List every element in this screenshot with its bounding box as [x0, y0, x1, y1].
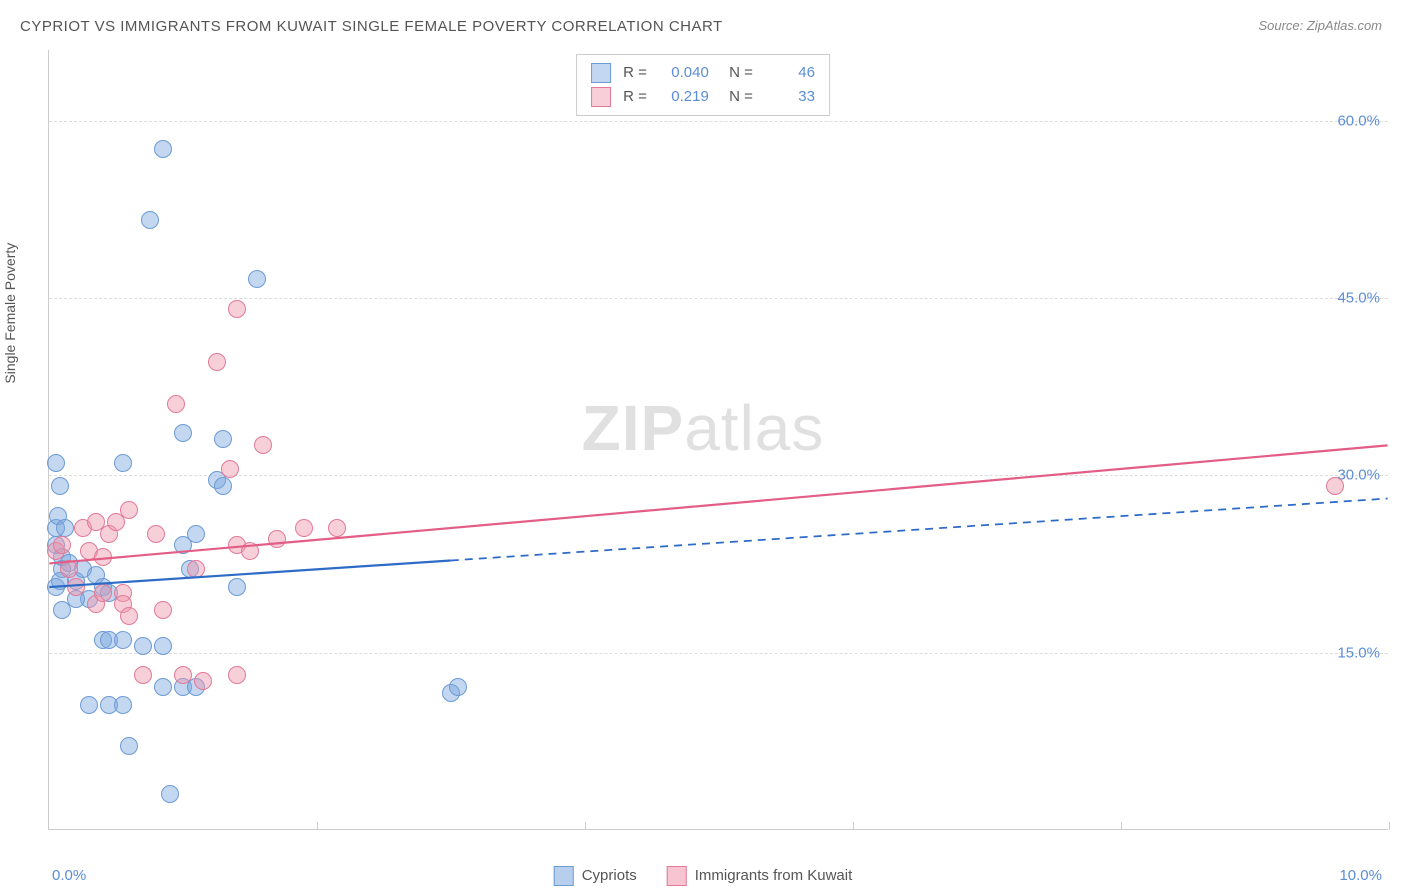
scatter-point: [120, 607, 138, 625]
y-tick-label: 60.0%: [1337, 112, 1380, 129]
scatter-point: [328, 519, 346, 537]
scatter-point: [214, 477, 232, 495]
scatter-point: [268, 530, 286, 548]
scatter-point: [449, 678, 467, 696]
scatter-point: [228, 666, 246, 684]
scatter-point: [53, 536, 71, 554]
scatter-point: [51, 477, 69, 495]
scatter-point: [154, 140, 172, 158]
scatter-point: [221, 460, 239, 478]
scatter-point: [295, 519, 313, 537]
scatter-point: [194, 672, 212, 690]
scatter-point: [187, 525, 205, 543]
scatter-point: [56, 519, 74, 537]
x-axis-max-label: 10.0%: [1339, 867, 1382, 884]
r-value-kuwait: 0.219: [659, 85, 709, 109]
scatter-point: [67, 578, 85, 596]
gridline: [49, 121, 1388, 122]
scatter-point: [167, 395, 185, 413]
scatter-point: [94, 548, 112, 566]
scatter-point: [154, 678, 172, 696]
legend-item-cypriots: Cypriots: [554, 866, 637, 886]
scatter-point: [254, 436, 272, 454]
n-value-cypriots: 46: [765, 61, 815, 85]
regression-line-dashed: [451, 499, 1388, 561]
y-axis-label: Single Female Poverty: [2, 243, 18, 384]
legend-row-kuwait: R = 0.219 N = 33: [591, 85, 815, 109]
regression-lines-layer: [49, 50, 1388, 829]
y-tick-label: 15.0%: [1337, 644, 1380, 661]
scatter-point: [47, 454, 65, 472]
legend-row-cypriots: R = 0.040 N = 46: [591, 61, 815, 85]
swatch-icon: [554, 866, 574, 886]
x-tick: [1389, 822, 1390, 830]
x-tick: [853, 822, 854, 830]
x-axis-min-label: 0.0%: [52, 867, 86, 884]
scatter-point: [154, 637, 172, 655]
scatter-point: [187, 560, 205, 578]
scatter-point: [241, 542, 259, 560]
scatter-point: [141, 211, 159, 229]
x-tick: [317, 822, 318, 830]
r-value-cypriots: 0.040: [659, 61, 709, 85]
scatter-point: [174, 424, 192, 442]
y-tick-label: 45.0%: [1337, 290, 1380, 307]
n-value-kuwait: 33: [765, 85, 815, 109]
scatter-point: [134, 666, 152, 684]
swatch-cypriots: [591, 63, 611, 83]
scatter-point: [154, 601, 172, 619]
gridline: [49, 475, 1388, 476]
scatter-point: [147, 525, 165, 543]
scatter-point: [114, 631, 132, 649]
scatter-point: [114, 696, 132, 714]
scatter-point: [120, 737, 138, 755]
swatch-kuwait: [591, 87, 611, 107]
scatter-point: [1326, 477, 1344, 495]
gridline: [49, 298, 1388, 299]
scatter-point: [80, 696, 98, 714]
scatter-point: [248, 270, 266, 288]
scatter-point: [134, 637, 152, 655]
scatter-point: [214, 430, 232, 448]
gridline: [49, 653, 1388, 654]
scatter-point: [228, 578, 246, 596]
scatter-point: [208, 353, 226, 371]
source-attribution: Source: ZipAtlas.com: [1258, 18, 1382, 33]
swatch-icon: [667, 866, 687, 886]
scatter-point: [120, 501, 138, 519]
scatter-point: [114, 454, 132, 472]
scatter-point: [174, 666, 192, 684]
scatter-point: [161, 785, 179, 803]
legend-item-kuwait: Immigrants from Kuwait: [667, 866, 853, 886]
chart-title: CYPRIOT VS IMMIGRANTS FROM KUWAIT SINGLE…: [20, 18, 723, 35]
x-tick: [585, 822, 586, 830]
scatter-point: [60, 560, 78, 578]
scatter-point: [228, 300, 246, 318]
x-tick: [1121, 822, 1122, 830]
scatter-plot-area: 15.0% 30.0% 45.0% 60.0%: [48, 50, 1388, 830]
correlation-legend: R = 0.040 N = 46 R = 0.219 N = 33: [576, 54, 830, 116]
series-legend: Cypriots Immigrants from Kuwait: [554, 866, 853, 886]
scatter-point: [94, 584, 112, 602]
y-tick-label: 30.0%: [1337, 467, 1380, 484]
